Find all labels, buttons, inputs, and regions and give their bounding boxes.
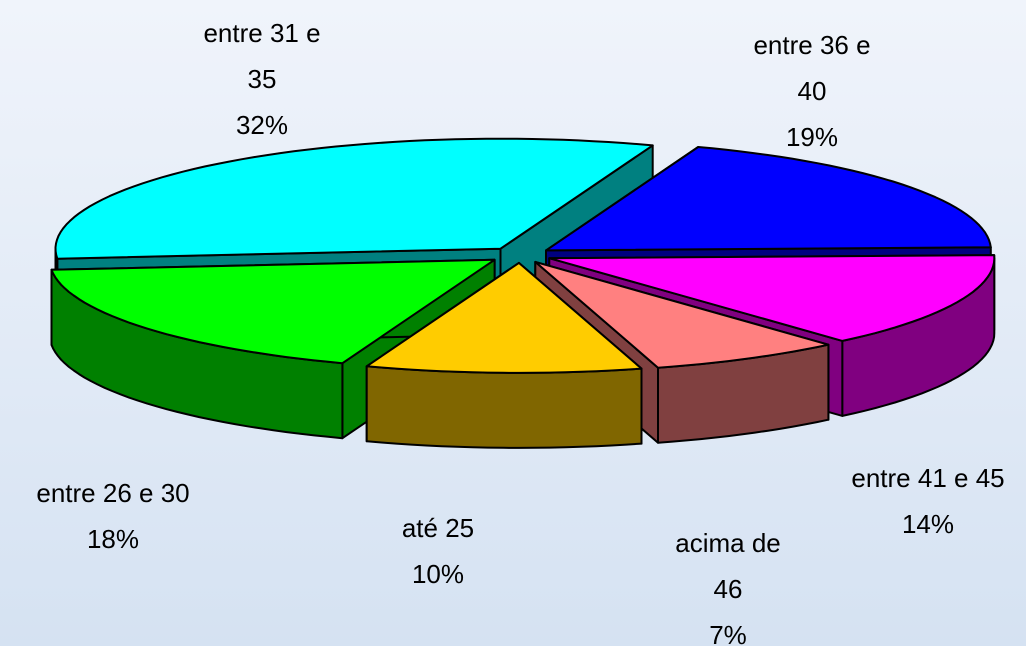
category-label: até 25: [401, 513, 475, 543]
slice-top: [548, 254, 996, 342]
category-label: entre 31 e 35: [203, 18, 321, 94]
value-label: 14%: [901, 509, 955, 539]
slice-top: [545, 146, 992, 252]
category-label: acima de 46: [675, 528, 781, 604]
slice-top: [534, 260, 830, 369]
value-label: 10%: [411, 559, 465, 589]
slice-top: [50, 258, 496, 365]
slice-label: entre 31 e 35 32%: [187, 10, 337, 148]
value-label: 19%: [785, 122, 839, 152]
value-label: 7%: [709, 620, 747, 646]
category-label: entre 41 e 45: [851, 463, 1005, 493]
slice-label: até 25 10%: [363, 505, 513, 597]
slice-label: acima de 46 7%: [658, 520, 798, 646]
value-label: 18%: [86, 524, 140, 554]
slice-top: [365, 261, 643, 374]
value-label: 32%: [235, 110, 289, 140]
slice: [365, 261, 643, 449]
slice-label: entre 36 e 40 19%: [737, 22, 887, 160]
slice-wall: [365, 365, 643, 449]
slice-label: entre 26 e 30 18%: [28, 470, 198, 562]
category-label: entre 26 e 30: [36, 478, 190, 508]
slice-label: entre 41 e 45 14%: [843, 455, 1013, 547]
category-label: entre 36 e 40: [753, 30, 871, 106]
slice-top: [54, 137, 654, 260]
